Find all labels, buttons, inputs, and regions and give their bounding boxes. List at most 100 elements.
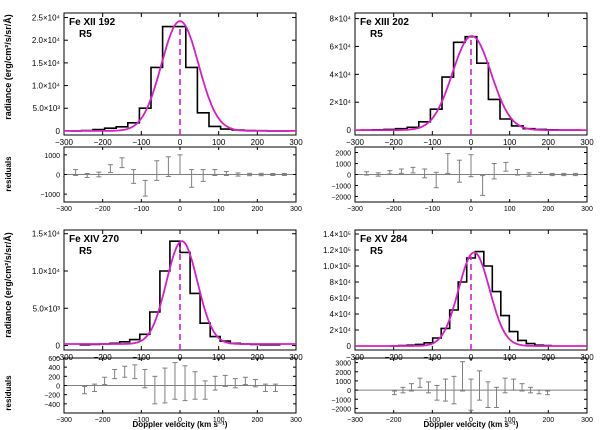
ylabel-main-top: radiance (erg/cm²/s/sr/Å) (3, 14, 13, 120)
residual-errorbar (494, 386, 500, 408)
residual-x-tick-label: −300 (347, 206, 363, 213)
residual-y-tick-label: −1000 (331, 184, 351, 191)
panel-2: −300 −200 −100 0 100 200 30002×10⁴4×10⁴6×10⁴8×… (330, 12, 594, 213)
panel-subtitle: R5 (370, 29, 383, 40)
xlabel-left: Doppler velocity (km s⁻¹) (133, 420, 228, 429)
residual-y-tick-label: 3000 (335, 361, 351, 368)
residual-errorbar (445, 153, 451, 174)
y-tick-label: 5.0×10³ (33, 104, 61, 113)
residual-errorbar (422, 168, 428, 179)
residual-errorbar (456, 159, 462, 183)
residual-y-tick-label: 400 (48, 365, 60, 372)
residual-errorbar (391, 390, 397, 396)
residual-errorbar (561, 172, 567, 177)
residual-errorbar (468, 154, 474, 178)
y-tick-label: 0 (347, 126, 352, 135)
residual-y-tick-label: 600 (48, 356, 60, 363)
panel-title: Fe XV 284 (360, 234, 408, 245)
gaussian-fit-curve (355, 35, 587, 131)
residual-errorbar (262, 383, 268, 392)
residual-x-tick-label: 0 (469, 206, 473, 213)
residual-errorbar (212, 375, 218, 391)
y-tick-label: 2×10⁴ (330, 326, 352, 335)
x-tick-label: −100 (423, 138, 442, 147)
residual-x-tick-label: −300 (347, 417, 363, 424)
x-tick-label: 0 (469, 138, 474, 147)
x-tick-label: −300 (346, 138, 365, 147)
y-tick-label: 4×10⁴ (330, 70, 352, 79)
residual-errorbar (549, 172, 555, 177)
residual-errorbar (96, 171, 102, 178)
residual-x-tick-label: −300 (56, 206, 72, 213)
residual-errorbar (400, 386, 406, 394)
residual-errorbar (81, 385, 87, 395)
ylabel-resid-bottom: residuals (4, 375, 13, 411)
y-tick-label: 0 (347, 342, 352, 351)
x-tick-label: −100 (132, 138, 151, 147)
residual-errorbar (528, 386, 534, 394)
residual-x-tick-label: −100 (424, 206, 440, 213)
residual-errorbar (491, 163, 497, 180)
panel-subtitle: R5 (79, 246, 92, 257)
residual-errorbar (526, 172, 532, 177)
residual-errorbar (162, 367, 168, 404)
y-axis-labels: radiance (erg/cm²/s/sr/Å) residuals radi… (3, 14, 13, 410)
residual-errorbar (132, 364, 138, 380)
y-tick-label: 1.2×10⁵ (323, 246, 351, 255)
residual-errorbar (222, 374, 228, 387)
panel-title: Fe XIII 202 (360, 17, 409, 28)
y-tick-label: 2.0×10⁴ (32, 36, 61, 45)
x-tick-label: 100 (503, 138, 517, 147)
y-tick-label: 0 (56, 127, 61, 136)
residual-errorbar (387, 170, 393, 175)
residual-errorbar (538, 171, 544, 175)
y-tick-label: 4×10⁴ (330, 310, 352, 319)
residual-y-tick-label: 1000 (44, 153, 60, 160)
x-tick-label: 200 (542, 138, 556, 147)
residual-errorbar (417, 377, 423, 388)
panel-title: Fe XIV 270 (69, 234, 119, 245)
y-tick-label: 1.4×10⁵ (323, 230, 351, 239)
xlabel-right: Doppler velocity (km s⁻¹) (424, 420, 519, 429)
residual-y-tick-label: −1000 (331, 397, 351, 404)
residual-errorbar (258, 172, 264, 177)
residual-x-tick-label: −300 (56, 417, 72, 424)
residual-errorbar (212, 169, 218, 176)
residual-errorbar (92, 383, 98, 392)
residual-x-tick-label: −100 (133, 417, 149, 424)
residual-x-tick-label: 100 (213, 417, 225, 424)
residual-y-tick-label: 200 (48, 374, 60, 381)
residual-errorbar (223, 171, 229, 176)
x-tick-label: −200 (94, 138, 113, 147)
residual-errorbar (273, 383, 279, 392)
residual-errorbar (189, 169, 195, 188)
residual-errorbar (408, 383, 414, 392)
residual-y-tick-label: 0 (56, 384, 60, 391)
y-tick-label: 2×10⁴ (330, 98, 352, 107)
residual-errorbar (152, 375, 158, 405)
x-tick-label: 200 (251, 138, 265, 147)
residual-y-tick-label: 1000 (335, 379, 351, 386)
residual-y-tick-label: 1000 (335, 162, 351, 169)
panel-3: −300 −200 −100 0 100 200 300 0 5.0×10³ 1.0×10⁴ 1.5… (32, 229, 303, 424)
residual-errorbar (502, 377, 508, 394)
residual-errorbar (375, 172, 381, 177)
y-tick-label: 8×10⁴ (330, 15, 352, 24)
panel-subtitle: R5 (370, 246, 383, 257)
y-tick-label: 1.5×10⁴ (32, 230, 61, 239)
residual-x-tick-label: −100 (133, 206, 149, 213)
x-axis-labels: Doppler velocity (km s⁻¹) Doppler veloci… (133, 420, 519, 429)
residual-x-tick-label: 0 (178, 206, 182, 213)
residual-errorbar (459, 361, 465, 392)
residual-y-tick-label: 2000 (335, 151, 351, 158)
residual-errorbar (182, 365, 188, 402)
residual-errorbar (270, 173, 276, 176)
residual-x-tick-label: −200 (95, 417, 111, 424)
residual-x-tick-label: 200 (251, 417, 263, 424)
residual-x-tick-label: 100 (504, 206, 516, 213)
y-tick-label: 0 (56, 342, 61, 351)
y-tick-label: 1.0×10⁴ (32, 82, 61, 91)
residual-errorbar (433, 171, 439, 189)
residual-errorbar (192, 371, 198, 400)
residual-errorbar (503, 161, 509, 172)
